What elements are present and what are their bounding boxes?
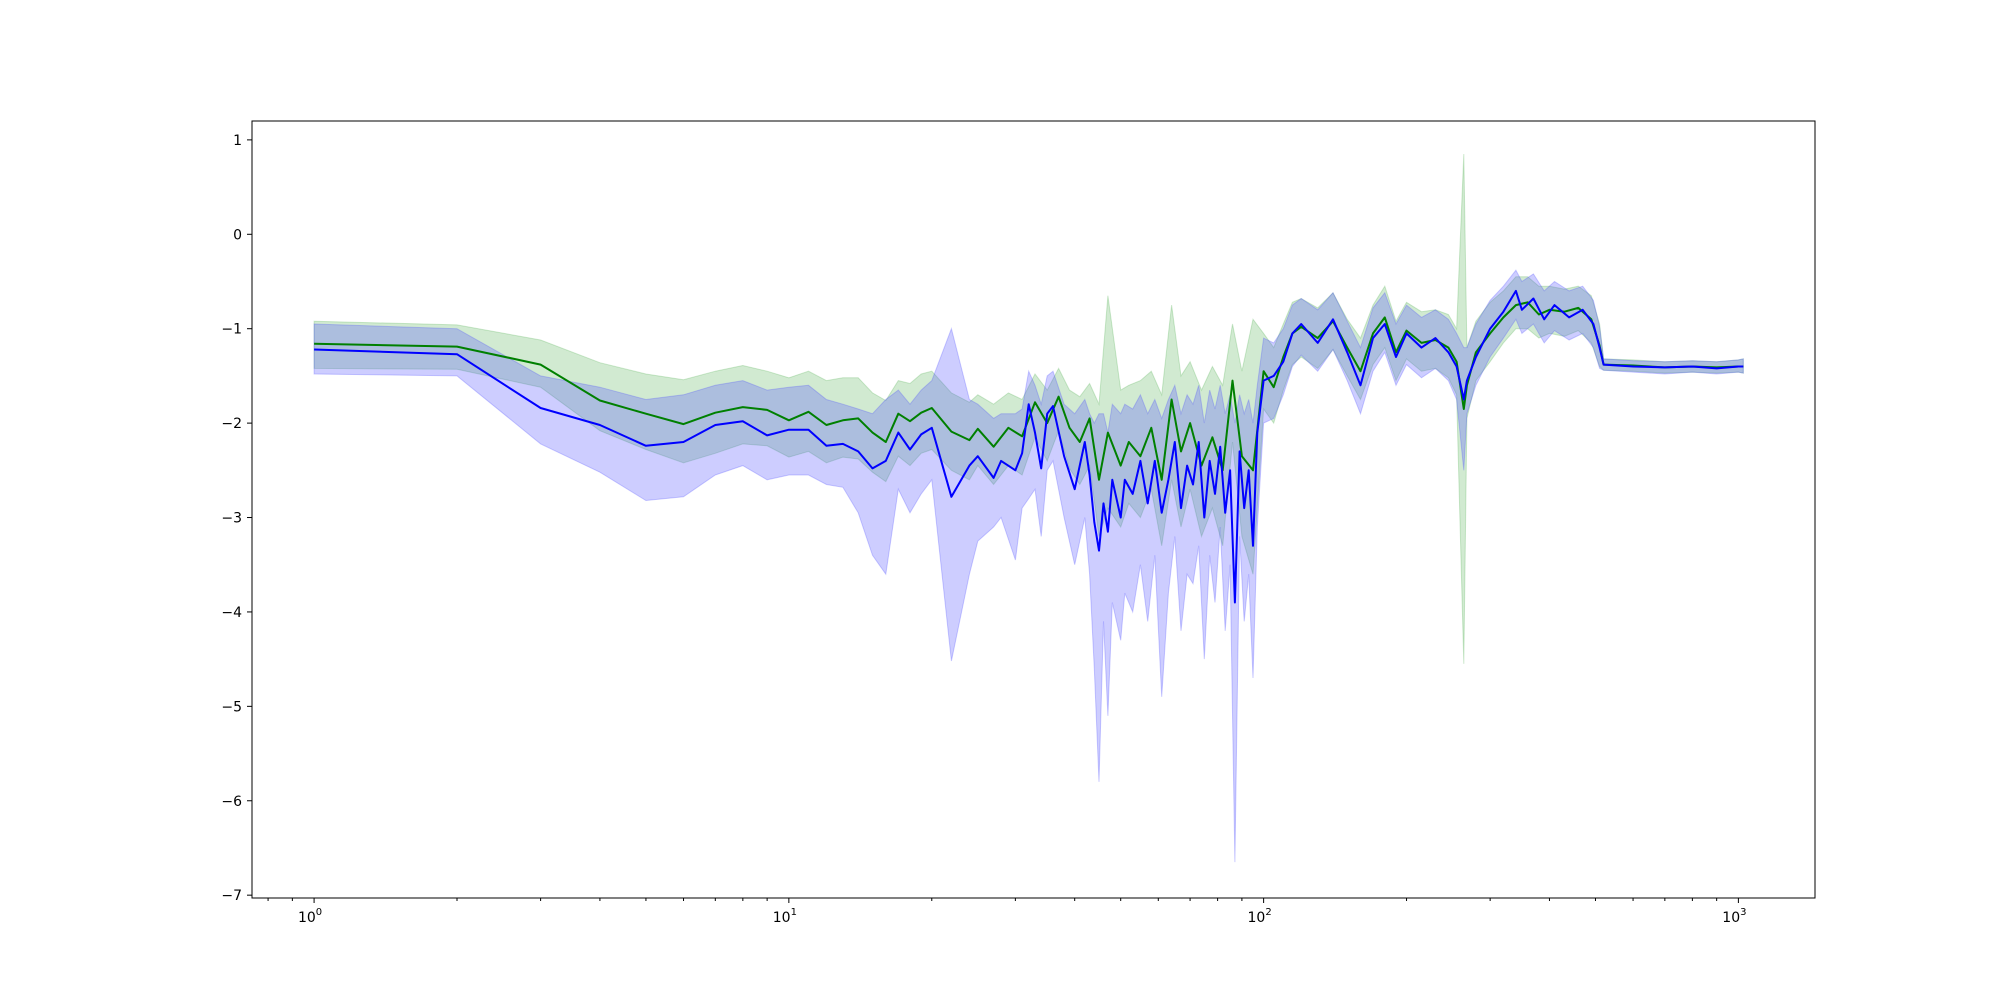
x-tick-label-base: 10 bbox=[298, 910, 316, 926]
x-tick-label: 103 bbox=[1722, 907, 1746, 926]
x-axis: 100 101 102 103 bbox=[267, 898, 1746, 926]
y-tick-label: −5 bbox=[221, 699, 242, 715]
x-tick-label-base: 10 bbox=[773, 910, 791, 926]
series-2-line bbox=[314, 289, 1744, 604]
x-tick-label-base: 10 bbox=[1722, 910, 1740, 926]
x-tick-label-exponent: 0 bbox=[316, 907, 322, 918]
series-1-line bbox=[314, 301, 1744, 481]
x-tick-label: 100 bbox=[298, 907, 322, 926]
x-tick-label-exponent: 1 bbox=[791, 907, 797, 918]
plot-frame bbox=[251, 120, 1816, 899]
y-tick-label: −4 bbox=[221, 605, 242, 621]
y-tick-label: 1 bbox=[233, 133, 242, 149]
x-tick-label-exponent: 2 bbox=[1265, 907, 1271, 918]
y-tick-label: −1 bbox=[221, 322, 242, 338]
y-tick-label: −3 bbox=[221, 511, 242, 527]
y-tick-label: −6 bbox=[221, 794, 242, 810]
y-tick-label: −2 bbox=[221, 416, 242, 432]
y-tick-label: 0 bbox=[233, 227, 242, 243]
series-lines bbox=[314, 289, 1744, 604]
x-tick-label: 102 bbox=[1248, 907, 1272, 926]
x-tick-label: 101 bbox=[773, 907, 797, 926]
x-tick-label-base: 10 bbox=[1248, 910, 1266, 926]
series-2-band bbox=[313, 269, 1744, 863]
x-tick-label-exponent: 3 bbox=[1740, 907, 1746, 918]
y-tick-label: −7 bbox=[221, 888, 242, 904]
y-axis: 1 0 −1 −2 −3 −4 −5 −6 −7 bbox=[221, 133, 252, 904]
